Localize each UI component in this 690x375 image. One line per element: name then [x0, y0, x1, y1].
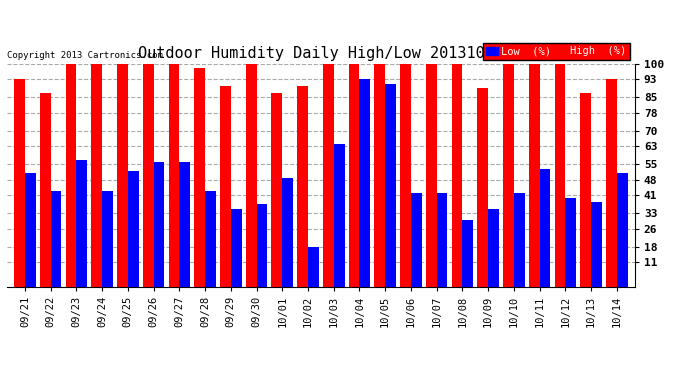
Bar [179, 162, 190, 287]
Bar [503, 64, 514, 287]
Bar [128, 171, 139, 287]
Bar [246, 64, 257, 287]
Bar [488, 209, 499, 287]
Legend: Low  (%), High  (%): Low (%), High (%) [483, 43, 629, 60]
Bar [437, 193, 447, 287]
Bar [14, 80, 25, 287]
Text: Copyright 2013 Cartronics.com: Copyright 2013 Cartronics.com [7, 51, 163, 60]
Bar [334, 144, 344, 287]
Bar [50, 191, 61, 287]
Bar [411, 193, 422, 287]
Bar [426, 64, 437, 287]
Title: Outdoor Humidity Daily High/Low 20131015: Outdoor Humidity Daily High/Low 20131015 [139, 46, 503, 61]
Bar [591, 202, 602, 287]
Bar [195, 68, 205, 287]
Bar [323, 64, 334, 287]
Bar [205, 191, 216, 287]
Bar [168, 64, 179, 287]
Bar [555, 64, 565, 287]
Bar [220, 86, 230, 287]
Bar [385, 84, 396, 287]
Bar [540, 169, 551, 287]
Bar [25, 173, 36, 287]
Bar [257, 204, 267, 287]
Bar [40, 93, 50, 287]
Bar [529, 64, 540, 287]
Bar [77, 160, 87, 287]
Bar [451, 64, 462, 287]
Bar [359, 80, 371, 287]
Bar [282, 177, 293, 287]
Bar [117, 64, 128, 287]
Bar [617, 173, 628, 287]
Bar [154, 162, 164, 287]
Bar [271, 93, 282, 287]
Bar [462, 220, 473, 287]
Bar [102, 191, 113, 287]
Bar [348, 64, 359, 287]
Bar [580, 93, 591, 287]
Bar [400, 64, 411, 287]
Bar [143, 64, 154, 287]
Bar [477, 88, 488, 287]
Bar [297, 86, 308, 287]
Bar [375, 64, 385, 287]
Bar [66, 64, 77, 287]
Bar [514, 193, 524, 287]
Bar [230, 209, 241, 287]
Bar [606, 80, 617, 287]
Bar [308, 247, 319, 287]
Bar [565, 198, 576, 287]
Bar [91, 64, 102, 287]
